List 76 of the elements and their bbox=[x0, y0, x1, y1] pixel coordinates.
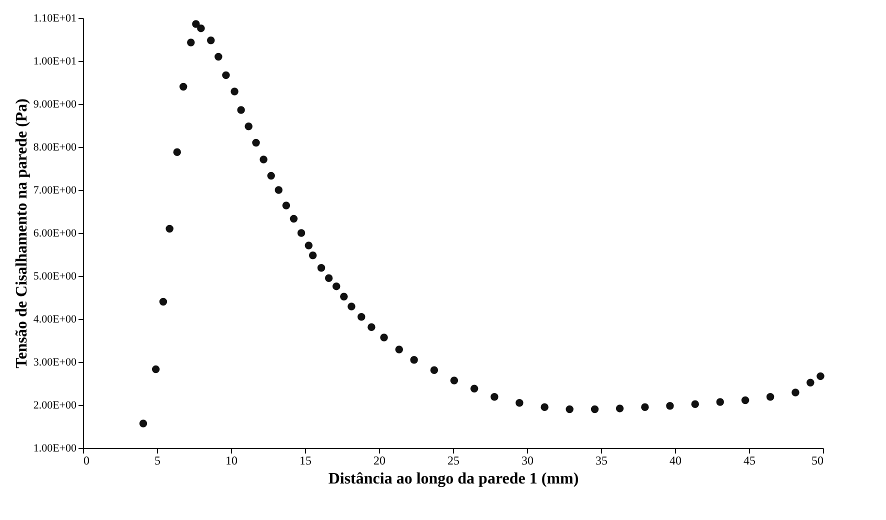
y-tick-label: 4.00E+00 bbox=[33, 314, 77, 326]
point bbox=[244, 122, 252, 130]
point bbox=[152, 365, 160, 374]
point bbox=[324, 274, 333, 282]
x-tick-label: 35 bbox=[596, 454, 608, 468]
y-tick-label: 2.00E+00 bbox=[33, 400, 77, 412]
x-tick-label: 25 bbox=[448, 454, 460, 468]
point bbox=[490, 392, 498, 401]
x-tick-label: 0 bbox=[84, 454, 90, 468]
point bbox=[252, 138, 260, 147]
y-axis-title: Tensão de Cisalhamento na parede (Pa) bbox=[13, 98, 30, 368]
point bbox=[516, 398, 524, 407]
point bbox=[260, 156, 268, 164]
point bbox=[237, 106, 245, 114]
y-tick-label: 1.00E+00 bbox=[33, 442, 77, 454]
point bbox=[317, 264, 326, 272]
point bbox=[290, 214, 298, 223]
point bbox=[380, 334, 388, 342]
point bbox=[691, 400, 699, 408]
y-tick-label: 3.00E+00 bbox=[33, 356, 77, 368]
point bbox=[358, 312, 366, 321]
point bbox=[616, 404, 624, 412]
y-tick-label: 8.00E+00 bbox=[33, 142, 77, 154]
point bbox=[816, 372, 824, 380]
point bbox=[716, 398, 724, 406]
point bbox=[173, 148, 181, 156]
point bbox=[166, 224, 174, 233]
point bbox=[641, 403, 649, 412]
x-tick-label: 45 bbox=[744, 454, 756, 468]
point bbox=[741, 396, 750, 404]
y-tick-label: 6.00E+00 bbox=[33, 228, 77, 240]
y-tick-label: 9.00E+00 bbox=[33, 98, 77, 110]
x-tick-label: 15 bbox=[300, 454, 312, 468]
point bbox=[192, 20, 200, 28]
point bbox=[766, 392, 774, 401]
y-tick-label: 7.00E+00 bbox=[33, 184, 77, 196]
point bbox=[450, 376, 458, 384]
point bbox=[179, 82, 188, 91]
point bbox=[566, 405, 574, 414]
x-tick-label: 30 bbox=[522, 454, 534, 468]
point bbox=[274, 186, 283, 194]
x-tick-label: 50 bbox=[812, 454, 824, 468]
point bbox=[282, 202, 290, 210]
point bbox=[308, 251, 317, 260]
point bbox=[792, 388, 800, 396]
point bbox=[590, 405, 599, 414]
point bbox=[267, 172, 275, 180]
point bbox=[139, 420, 148, 428]
point bbox=[297, 229, 306, 237]
y-tick-label: 5.00E+00 bbox=[33, 270, 77, 282]
x-tick-label: 40 bbox=[670, 454, 682, 468]
point bbox=[207, 36, 215, 44]
point bbox=[230, 88, 238, 96]
point bbox=[470, 384, 478, 393]
x-tick-label: 10 bbox=[226, 454, 238, 468]
point bbox=[410, 356, 418, 364]
point bbox=[304, 242, 313, 250]
point bbox=[806, 378, 814, 387]
y-tick-label: 1.00E+01 bbox=[33, 56, 76, 68]
y-tick-label: 1.10E+01 bbox=[33, 12, 76, 24]
point bbox=[395, 346, 403, 354]
point bbox=[348, 302, 356, 310]
point bbox=[340, 292, 348, 301]
point bbox=[332, 282, 340, 290]
point bbox=[540, 403, 548, 412]
point bbox=[368, 323, 376, 332]
x-axis-title: Distância ao longo da parede 1 (mm) bbox=[328, 470, 579, 488]
point bbox=[430, 366, 438, 374]
point bbox=[222, 71, 230, 80]
point bbox=[187, 38, 195, 46]
x-tick-label: 20 bbox=[374, 454, 386, 468]
point bbox=[197, 24, 205, 32]
point bbox=[666, 402, 674, 410]
x-tick-label: 5 bbox=[154, 454, 160, 468]
point bbox=[214, 52, 222, 61]
point bbox=[159, 298, 168, 306]
